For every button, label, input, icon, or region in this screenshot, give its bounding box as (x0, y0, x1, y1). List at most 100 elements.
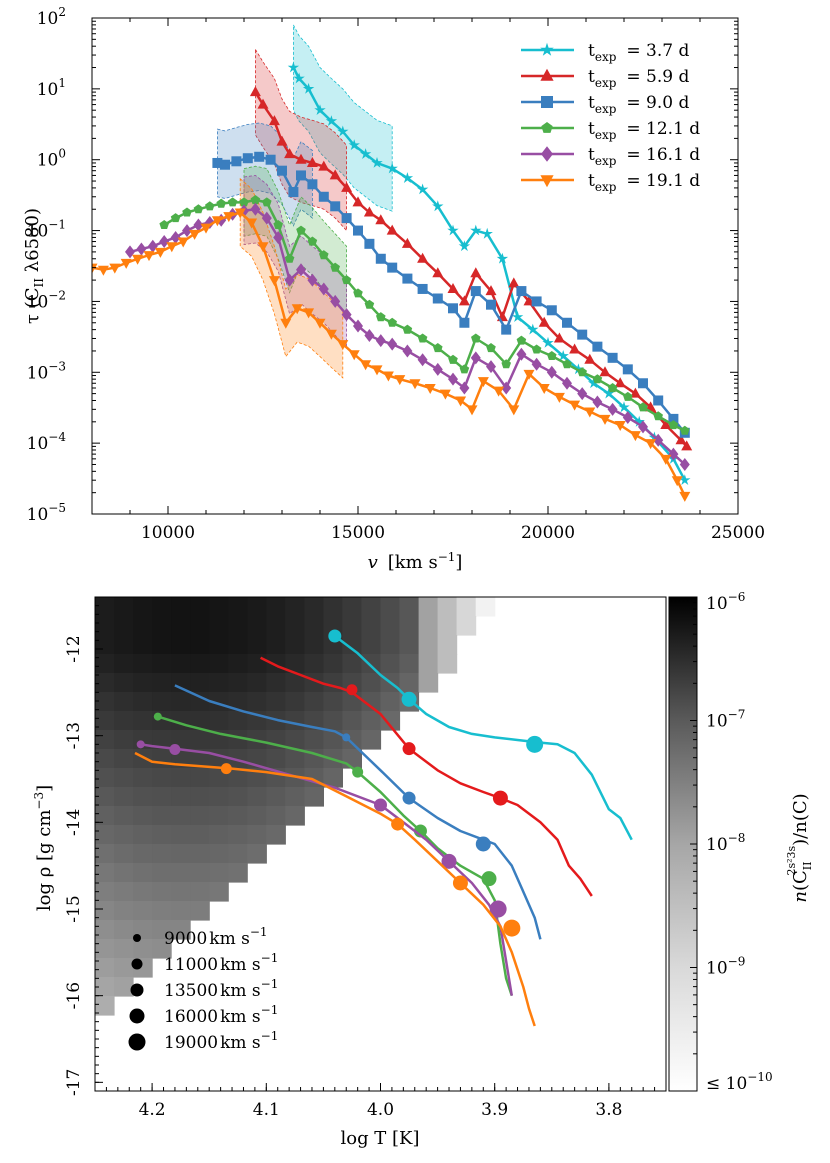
heatmap-cell (133, 882, 153, 902)
colorbar-tick-base: 10 (726, 1074, 748, 1094)
data-point (306, 156, 318, 167)
data-point (409, 379, 421, 390)
heatmap-cell (152, 692, 172, 712)
trajectory-16-1-d (136, 740, 514, 996)
data-point (577, 367, 587, 377)
heatmap-cell (361, 616, 382, 636)
heatmap-cell (133, 768, 153, 788)
y-tick-base: 10 (27, 363, 49, 383)
y-tick-label: 10−3 (27, 359, 66, 383)
heatmap-cell (152, 768, 172, 788)
size-legend-unit: km s (220, 955, 261, 975)
colorbar-tick-exponent: −10 (747, 1070, 772, 1084)
data-point (679, 457, 690, 471)
heatmap-cell (380, 597, 401, 617)
data-point (296, 263, 306, 277)
velocity-marker (169, 744, 181, 756)
data-point (485, 285, 497, 296)
size-legend-label: 9000 km s−1 (164, 925, 268, 949)
heatmap-cell (95, 806, 115, 826)
legend-label: texp = 19.1 d (588, 171, 700, 194)
heatmap-cell (209, 711, 229, 731)
data-point (447, 224, 459, 236)
velocity-marker (526, 735, 544, 753)
heatmap-cell (95, 635, 115, 655)
heatmap-cell (304, 616, 324, 636)
heatmap-cell (95, 787, 115, 807)
data-point (314, 104, 326, 115)
data-point (307, 179, 318, 190)
heatmap-cell (228, 749, 248, 769)
heatmap-cell (209, 863, 229, 883)
data-point (273, 220, 283, 229)
data-point (680, 425, 690, 435)
data-point (679, 491, 691, 502)
size-legend-label: 16000 km s−1 (164, 1003, 278, 1027)
data-point (592, 341, 603, 352)
density-temperature-plot: 4.2 4.1 4.0 3.9 3.8 -12 -13 -14 -15 -16 -17 log T … (32, 590, 814, 1149)
data-point (562, 376, 572, 390)
heatmap-cell (228, 730, 248, 750)
data-point (432, 293, 443, 304)
data-point (303, 308, 315, 319)
data-point (170, 230, 181, 244)
velocity-marker (402, 791, 416, 805)
data-point (375, 253, 386, 264)
heatmap-cell (380, 635, 401, 655)
size-legend-dot (131, 958, 143, 970)
y-tick-label: 10−2 (27, 288, 66, 312)
heatmap-cell (247, 825, 267, 845)
data-point (318, 160, 330, 171)
legend-sub: exp (595, 128, 617, 142)
uncertainty-bands (216, 24, 393, 379)
data-point (477, 377, 489, 388)
data-point (592, 395, 603, 409)
x-tick-label: 3.9 (481, 1100, 508, 1120)
heatmap-cell (228, 654, 248, 674)
data-point (542, 336, 554, 348)
data-point (603, 387, 615, 399)
colorbar-tick-base: 10 (706, 712, 728, 732)
heatmap-cell (190, 825, 210, 845)
series-dashed-line (92, 211, 686, 497)
data-point (546, 305, 557, 316)
heatmap-cell (171, 806, 191, 826)
data-point (287, 61, 300, 73)
heatmap-cell (190, 901, 210, 921)
heatmap-cell (361, 654, 382, 674)
data-point (675, 434, 687, 445)
series-lines (92, 61, 693, 502)
heatmap-cell (152, 787, 172, 807)
heatmap-cell (95, 901, 115, 921)
y-tick-base: 10 (27, 434, 49, 454)
velocity-marker (352, 766, 364, 778)
data-point (341, 308, 352, 322)
heatmap-cell (95, 958, 115, 978)
data-point (447, 282, 459, 293)
data-point (341, 181, 353, 192)
data-point (296, 225, 306, 235)
data-point (325, 329, 337, 340)
legend-sub: exp (595, 50, 617, 64)
velocity-marker (220, 763, 232, 775)
y-tick-exponent: −1 (48, 218, 66, 232)
size-legend-unit-sup: −1 (261, 951, 279, 965)
x-tick-label: 10000 (141, 523, 195, 543)
velocity-marker (346, 684, 358, 696)
heatmap-cell (323, 692, 343, 712)
heatmap-cell (247, 635, 267, 655)
data-point (302, 82, 315, 94)
data-point (353, 288, 363, 298)
data-point (337, 340, 349, 351)
legend-sub: exp (595, 76, 617, 90)
data-point (538, 316, 550, 327)
series-t-exp-5-9-d (249, 86, 693, 451)
data-point (557, 350, 569, 361)
heatmap-cell (152, 730, 172, 750)
heatmap-cell (228, 787, 248, 807)
data-point (132, 254, 144, 265)
data-point (143, 251, 155, 262)
heatmap-cell (437, 635, 458, 655)
size-legend-value: 19000 (164, 1033, 218, 1053)
